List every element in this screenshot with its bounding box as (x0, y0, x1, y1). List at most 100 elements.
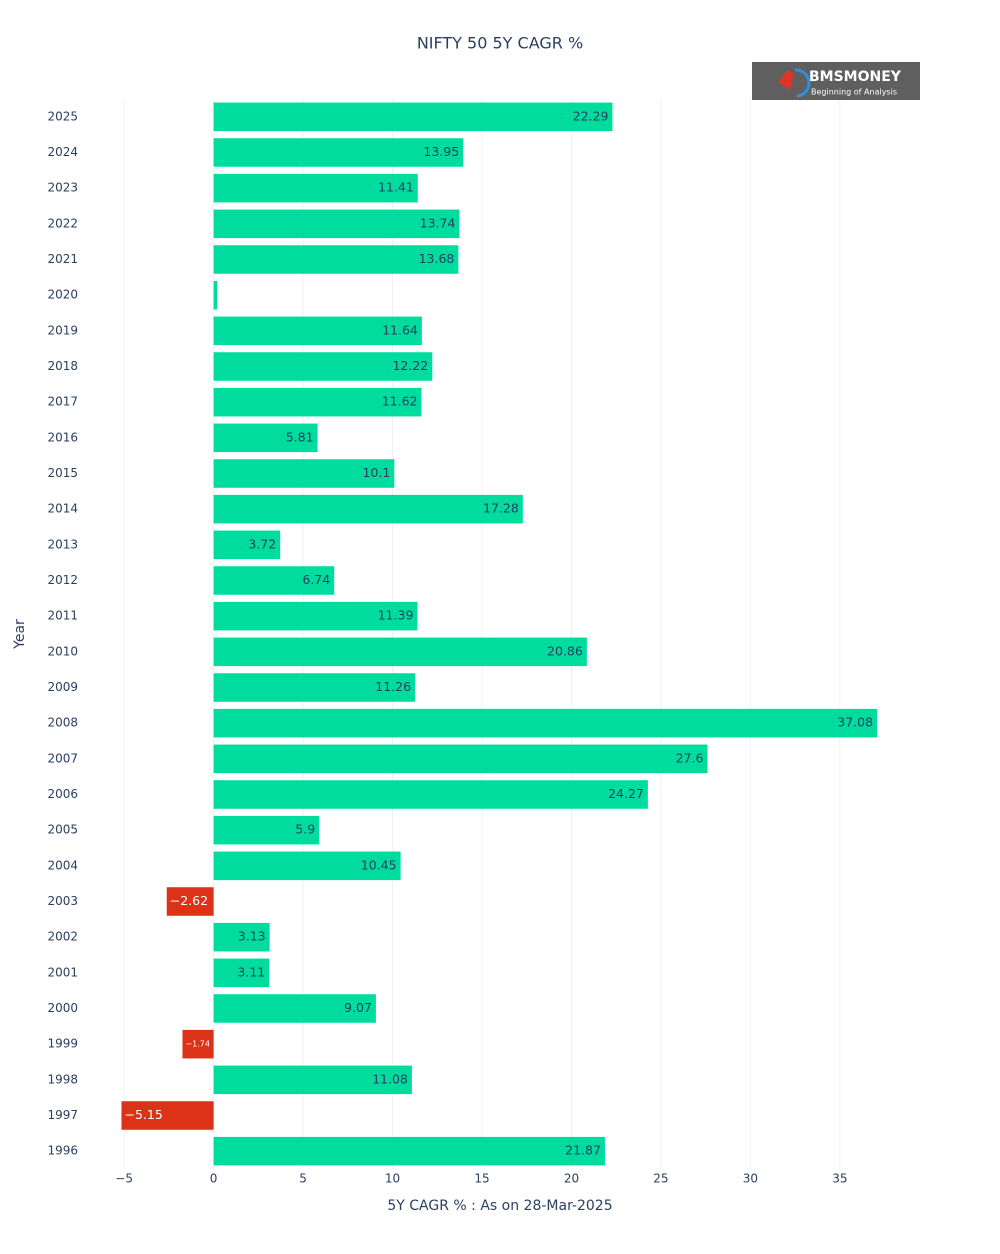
value-label: 37.08 (837, 715, 873, 730)
y-tick-label: 2020 (47, 288, 78, 302)
bar (213, 245, 459, 274)
value-label: 5.81 (286, 429, 314, 444)
logo: BMSMONEY Beginning of Analysis (752, 62, 920, 100)
y-tick-label: 2005 (47, 823, 78, 837)
x-tick-label: 0 (210, 1172, 218, 1186)
bar (182, 1029, 214, 1059)
y-tick-label: 2011 (47, 609, 78, 623)
y-tick-label: 2008 (47, 716, 78, 730)
bar (213, 1136, 605, 1166)
bar (213, 459, 395, 488)
y-tick-label: 1998 (47, 1072, 78, 1086)
y-tick-label: 2012 (47, 573, 78, 587)
value-label: 5.9 (295, 822, 315, 837)
y-tick-label: 2001 (47, 965, 78, 979)
value-label: 22.29 (573, 108, 609, 123)
y-tick-label: 2010 (47, 644, 78, 658)
value-label: 11.62 (382, 394, 418, 409)
y-tick-label: 2014 (47, 502, 78, 516)
y-tick-label: 2018 (47, 359, 78, 373)
y-tick-label: 2004 (47, 858, 78, 872)
y-tick-label: 2017 (47, 395, 78, 409)
bar (213, 316, 422, 346)
x-tick-label: 20 (564, 1172, 579, 1186)
bar (213, 780, 648, 809)
bar (213, 102, 613, 132)
bar (213, 601, 418, 631)
x-axis-label: 5Y CAGR % : As on 28-Mar-2025 (387, 1198, 612, 1214)
y-tick-label: 2023 (47, 181, 78, 195)
value-label: 3.72 (248, 536, 276, 551)
bar (213, 815, 320, 845)
bar (213, 423, 318, 453)
bar (213, 637, 587, 667)
value-label: 6.74 (302, 572, 330, 587)
y-tick-label: 2009 (47, 680, 78, 694)
value-label: 21.87 (565, 1143, 601, 1158)
value-label: 13.74 (420, 215, 456, 230)
bar (213, 1065, 412, 1095)
value-label: −2.62 (170, 893, 208, 908)
bar (213, 494, 523, 524)
value-label: 13.68 (419, 251, 455, 266)
bar (213, 173, 418, 203)
x-tick-label: 25 (653, 1172, 668, 1186)
value-label: 11.41 (378, 180, 414, 195)
chart-title: NIFTY 50 5Y CAGR % (417, 34, 583, 53)
y-tick-label: 2019 (47, 323, 78, 337)
y-tick-label: 2007 (47, 751, 78, 765)
y-tick-label: 2025 (47, 109, 78, 123)
bar (213, 138, 464, 167)
x-tick-label: 30 (743, 1172, 758, 1186)
value-label: 27.6 (676, 750, 704, 765)
y-tick-label: 1997 (47, 1108, 78, 1122)
value-label: 17.28 (483, 501, 519, 516)
value-label: 20.86 (547, 643, 583, 658)
value-label: 12.22 (392, 358, 428, 373)
value-label: 9.07 (344, 1000, 372, 1015)
value-label: 13.95 (423, 144, 459, 159)
x-tick-label: 5 (299, 1172, 307, 1186)
value-label: −1.74 (185, 1040, 210, 1049)
x-tick-label: 15 (474, 1172, 489, 1186)
value-label: 10.45 (361, 857, 397, 872)
bar (213, 958, 270, 988)
bar (213, 280, 218, 310)
logo-tagline: Beginning of Analysis (811, 88, 897, 97)
bar (213, 530, 281, 560)
value-label: 10.1 (362, 465, 390, 480)
x-tick-label: −5 (115, 1172, 133, 1186)
y-tick-label: 2003 (47, 894, 78, 908)
y-tick-label: 2013 (47, 537, 78, 551)
y-tick-label: 2016 (47, 430, 78, 444)
y-tick-label: 2024 (47, 145, 78, 159)
bar (213, 209, 460, 239)
bar (213, 994, 376, 1023)
bar (213, 673, 416, 702)
y-axis-label: Year (12, 619, 28, 650)
x-tick-label: 35 (832, 1172, 847, 1186)
value-label: 11.08 (372, 1071, 408, 1086)
bar (166, 887, 214, 916)
bar (213, 352, 433, 381)
bar (213, 922, 270, 952)
y-tick-label: 1999 (47, 1037, 78, 1051)
bar (213, 744, 708, 774)
logo-text: BMSMONEY (809, 69, 902, 85)
bar (213, 387, 422, 417)
bar (213, 566, 335, 595)
value-label: 3.11 (237, 964, 265, 979)
value-label: 24.27 (608, 786, 644, 801)
value-label: 11.64 (382, 322, 418, 337)
y-tick-label: 1996 (47, 1144, 78, 1158)
logo-icon (778, 70, 794, 90)
value-label: 3.13 (238, 929, 266, 944)
y-tick-label: 2021 (47, 252, 78, 266)
bar (213, 708, 878, 738)
logo-icon (794, 68, 811, 98)
y-tick-label: 2015 (47, 466, 78, 480)
bar (213, 851, 401, 881)
y-tick-label: 2022 (47, 216, 78, 230)
